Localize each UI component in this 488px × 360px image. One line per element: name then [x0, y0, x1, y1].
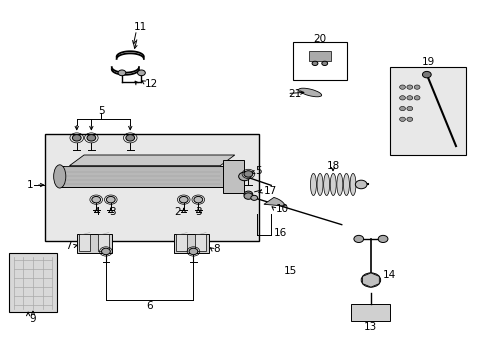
- Text: 3: 3: [109, 207, 115, 217]
- Bar: [195, 234, 205, 251]
- Ellipse shape: [406, 107, 412, 111]
- Text: 4: 4: [93, 207, 100, 217]
- Text: 3: 3: [195, 207, 201, 217]
- Text: 7: 7: [64, 241, 71, 251]
- Ellipse shape: [54, 165, 66, 188]
- Text: 11: 11: [133, 22, 146, 32]
- Text: 9: 9: [30, 314, 36, 324]
- Circle shape: [238, 172, 250, 181]
- Ellipse shape: [399, 107, 405, 111]
- Circle shape: [125, 135, 134, 141]
- Circle shape: [106, 197, 115, 203]
- Circle shape: [137, 70, 145, 76]
- Polygon shape: [69, 155, 234, 166]
- Circle shape: [179, 197, 188, 203]
- Ellipse shape: [316, 174, 323, 195]
- Circle shape: [355, 180, 366, 189]
- Text: 5: 5: [255, 166, 261, 176]
- Circle shape: [321, 61, 327, 66]
- Ellipse shape: [298, 88, 321, 97]
- Bar: [9, 253, 57, 312]
- Bar: [176, 234, 187, 251]
- Text: 15: 15: [283, 266, 296, 276]
- Bar: [77, 234, 112, 253]
- Polygon shape: [264, 197, 285, 206]
- Circle shape: [250, 195, 257, 201]
- Ellipse shape: [336, 174, 342, 195]
- Ellipse shape: [329, 174, 336, 195]
- Text: 20: 20: [313, 34, 326, 44]
- Circle shape: [311, 61, 317, 66]
- Circle shape: [422, 71, 430, 78]
- Ellipse shape: [399, 96, 405, 100]
- Circle shape: [118, 70, 125, 76]
- Ellipse shape: [310, 174, 316, 195]
- Polygon shape: [60, 166, 224, 187]
- Ellipse shape: [399, 85, 405, 89]
- Circle shape: [194, 197, 202, 203]
- Circle shape: [189, 248, 198, 255]
- Circle shape: [377, 235, 387, 243]
- Text: 21: 21: [287, 89, 301, 99]
- Bar: [222, 160, 244, 193]
- Bar: [389, 67, 465, 155]
- Circle shape: [353, 235, 363, 243]
- Text: 17: 17: [264, 186, 277, 196]
- Text: 6: 6: [146, 301, 153, 311]
- Text: 14: 14: [382, 270, 395, 280]
- Circle shape: [244, 191, 252, 198]
- Ellipse shape: [413, 96, 419, 100]
- Bar: [308, 50, 330, 60]
- Polygon shape: [362, 273, 379, 287]
- Ellipse shape: [406, 117, 412, 121]
- Text: 19: 19: [421, 57, 434, 67]
- Text: 12: 12: [145, 79, 158, 89]
- Bar: [292, 42, 346, 80]
- Circle shape: [87, 135, 96, 141]
- Text: 2: 2: [174, 207, 181, 217]
- Text: 5: 5: [98, 107, 104, 116]
- Circle shape: [72, 135, 81, 141]
- Text: 16: 16: [273, 228, 286, 238]
- Bar: [98, 234, 109, 251]
- Ellipse shape: [399, 117, 405, 121]
- Circle shape: [92, 197, 101, 203]
- Text: 8: 8: [212, 244, 219, 253]
- Ellipse shape: [406, 96, 412, 100]
- Bar: [79, 234, 90, 251]
- Ellipse shape: [343, 174, 349, 195]
- Ellipse shape: [406, 85, 412, 89]
- Circle shape: [244, 193, 252, 199]
- Circle shape: [361, 273, 380, 287]
- Ellipse shape: [323, 174, 329, 195]
- Text: 13: 13: [364, 322, 377, 332]
- Bar: [174, 234, 208, 253]
- Ellipse shape: [413, 85, 419, 89]
- Circle shape: [102, 248, 110, 255]
- Bar: [45, 134, 259, 241]
- Ellipse shape: [349, 174, 355, 195]
- Text: 18: 18: [325, 161, 339, 171]
- Bar: [351, 304, 389, 321]
- Text: 1: 1: [26, 180, 33, 190]
- Text: 10: 10: [276, 204, 288, 214]
- Circle shape: [244, 171, 252, 177]
